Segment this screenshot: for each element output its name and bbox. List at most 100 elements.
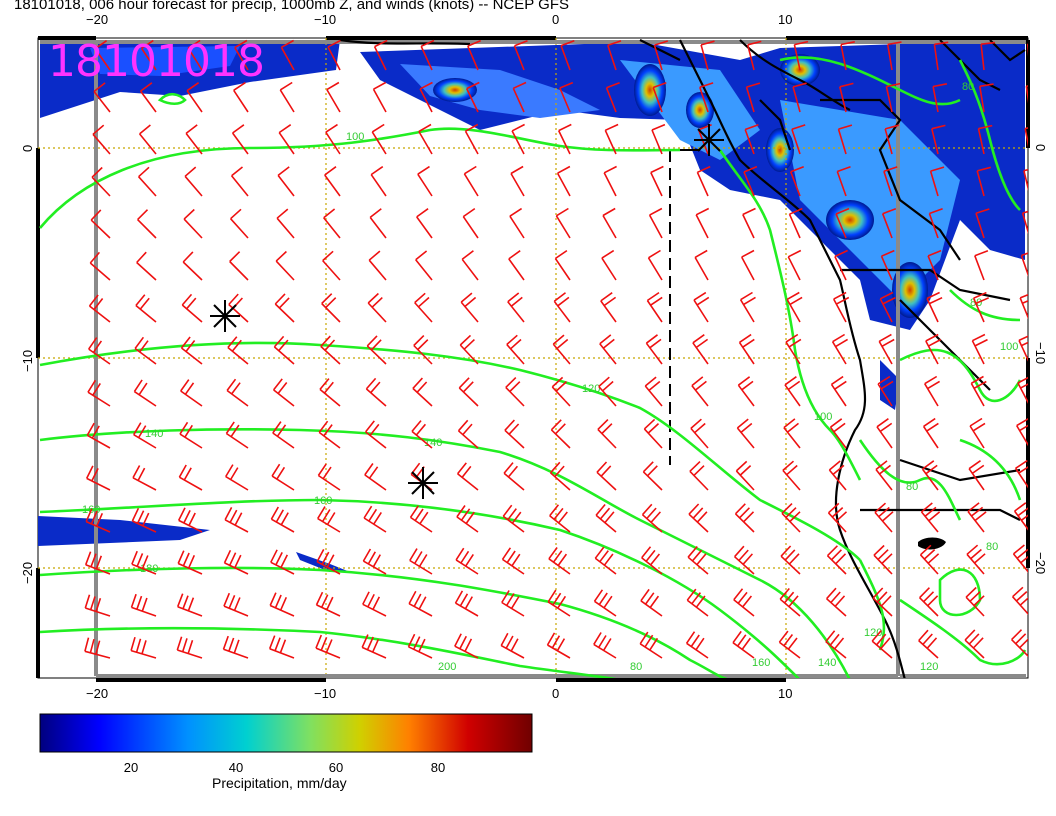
wind-barb (830, 375, 847, 407)
wind-barb (138, 124, 157, 155)
wind-barb (417, 165, 433, 197)
wind-barb (643, 418, 663, 449)
wind-barb (593, 589, 617, 617)
wind-barb (979, 83, 994, 113)
wind-barb (93, 82, 111, 113)
colorbar (39, 713, 533, 753)
wind-barb (318, 420, 341, 449)
wind-barb (455, 547, 479, 575)
wind-barb (1024, 127, 1028, 148)
wind-barb (94, 40, 111, 71)
wind-barb (407, 633, 433, 659)
wind-barb (826, 587, 847, 617)
wind-barb (685, 631, 709, 659)
wind-barb (416, 208, 433, 239)
colorbar-tick: 20 (123, 760, 139, 775)
wind-barb (187, 39, 203, 71)
wind-barb (418, 123, 433, 155)
lon-ticks-top: −20 −10 0 10 (86, 12, 792, 27)
wind-barb (602, 207, 617, 239)
wind-barb (652, 82, 667, 113)
contour-label: 80 (906, 481, 918, 493)
low-marker (408, 467, 438, 499)
wind-barb (1021, 210, 1028, 235)
island-coast (918, 537, 946, 550)
wind-barb (1014, 459, 1028, 489)
wind-barb (971, 333, 988, 365)
wind-barb (181, 293, 203, 323)
contour-label: 140 (145, 428, 163, 440)
wind-barb (835, 207, 850, 239)
wind-barb (1012, 544, 1028, 573)
wind-barb (599, 334, 617, 365)
wind-barb (560, 40, 575, 71)
wind-barb (873, 544, 893, 575)
wind-barb (280, 39, 295, 71)
wind-barb (641, 503, 663, 533)
wind-barb (270, 549, 295, 575)
wind-barb (827, 502, 848, 533)
wind-barb (362, 591, 387, 617)
wind-barb (409, 505, 433, 533)
wind-barb (512, 81, 527, 113)
wind-barb (130, 593, 157, 617)
wind-barb (556, 165, 571, 197)
wind-barb (273, 335, 295, 365)
colorbar-tick: 60 (328, 760, 344, 775)
wind-barb (879, 291, 896, 323)
wind-barb (269, 592, 295, 617)
wind-barb (134, 336, 157, 365)
wind-barb (138, 166, 157, 197)
wind-barb (695, 207, 710, 239)
wind-barb (87, 379, 111, 407)
wind-barb (1023, 168, 1028, 192)
wind-barb (459, 334, 479, 365)
frame-edges (36, 36, 1030, 682)
wind-barb (233, 81, 249, 113)
wind-barb (788, 207, 803, 239)
wind-barb (315, 591, 341, 617)
wind-barb (746, 40, 762, 71)
wind-barb (1012, 586, 1028, 615)
wind-barb (876, 418, 893, 449)
wind-barb (738, 333, 755, 365)
wind-barb (644, 376, 663, 407)
wind-barb (1018, 335, 1028, 362)
wind-barb (648, 207, 663, 239)
wind-barb (688, 503, 709, 533)
wind-barb (689, 461, 709, 491)
wind-barb (458, 377, 479, 407)
wind-barb (503, 462, 525, 491)
wind-barb (462, 207, 479, 239)
wind-barb (365, 377, 387, 407)
wind-barb (690, 418, 709, 449)
wind-barb (551, 376, 571, 407)
wind-barb (926, 291, 943, 323)
wind-barb (603, 165, 617, 197)
wind-barb (874, 502, 894, 533)
wind-barb (320, 335, 341, 365)
wind-barb (692, 334, 709, 365)
wind-barb (596, 461, 617, 491)
lon-tick: 0 (552, 686, 559, 701)
wind-barb (230, 208, 249, 239)
contour-label: 120 (864, 627, 882, 639)
wind-barb (180, 336, 203, 365)
wind-barb (460, 292, 479, 323)
wind-barb (501, 590, 525, 617)
wind-barb (742, 207, 756, 239)
wind-barb (321, 293, 341, 323)
wind-barb (966, 544, 986, 575)
wind-barb (185, 124, 203, 155)
wind-barb (322, 250, 341, 281)
wind-barb (548, 547, 571, 575)
wind-barb (507, 292, 525, 323)
contour-label: 180 (140, 563, 158, 575)
wind-barb (553, 292, 571, 323)
wind-barb (878, 333, 895, 365)
wind-barb (179, 421, 203, 449)
wind-barb (412, 377, 433, 407)
wind-barb (640, 588, 663, 617)
wind-barb (454, 633, 479, 659)
